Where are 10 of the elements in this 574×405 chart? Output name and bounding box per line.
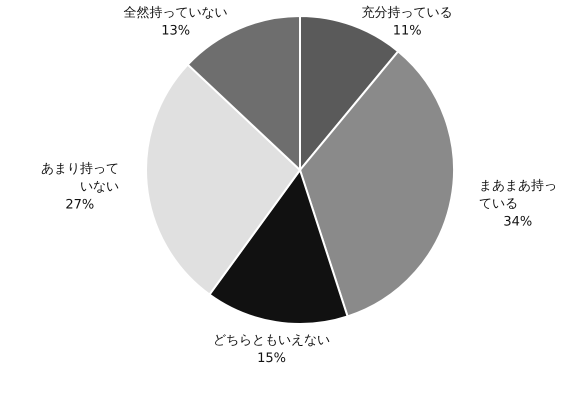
data-label: 27% [65,198,94,213]
slice-label: 充分持っている [362,5,453,20]
slice-label: あまり持っていない [40,162,119,195]
data-label: 34% [503,214,532,230]
slice-label: 全然持っていない [124,5,228,20]
slice-label: どちらともいえない [213,333,330,348]
data-label: 13% [161,23,190,38]
slice-label: まあまあ持っている [478,178,557,212]
data-label: 11% [392,23,422,38]
data-label: 15% [257,351,286,366]
